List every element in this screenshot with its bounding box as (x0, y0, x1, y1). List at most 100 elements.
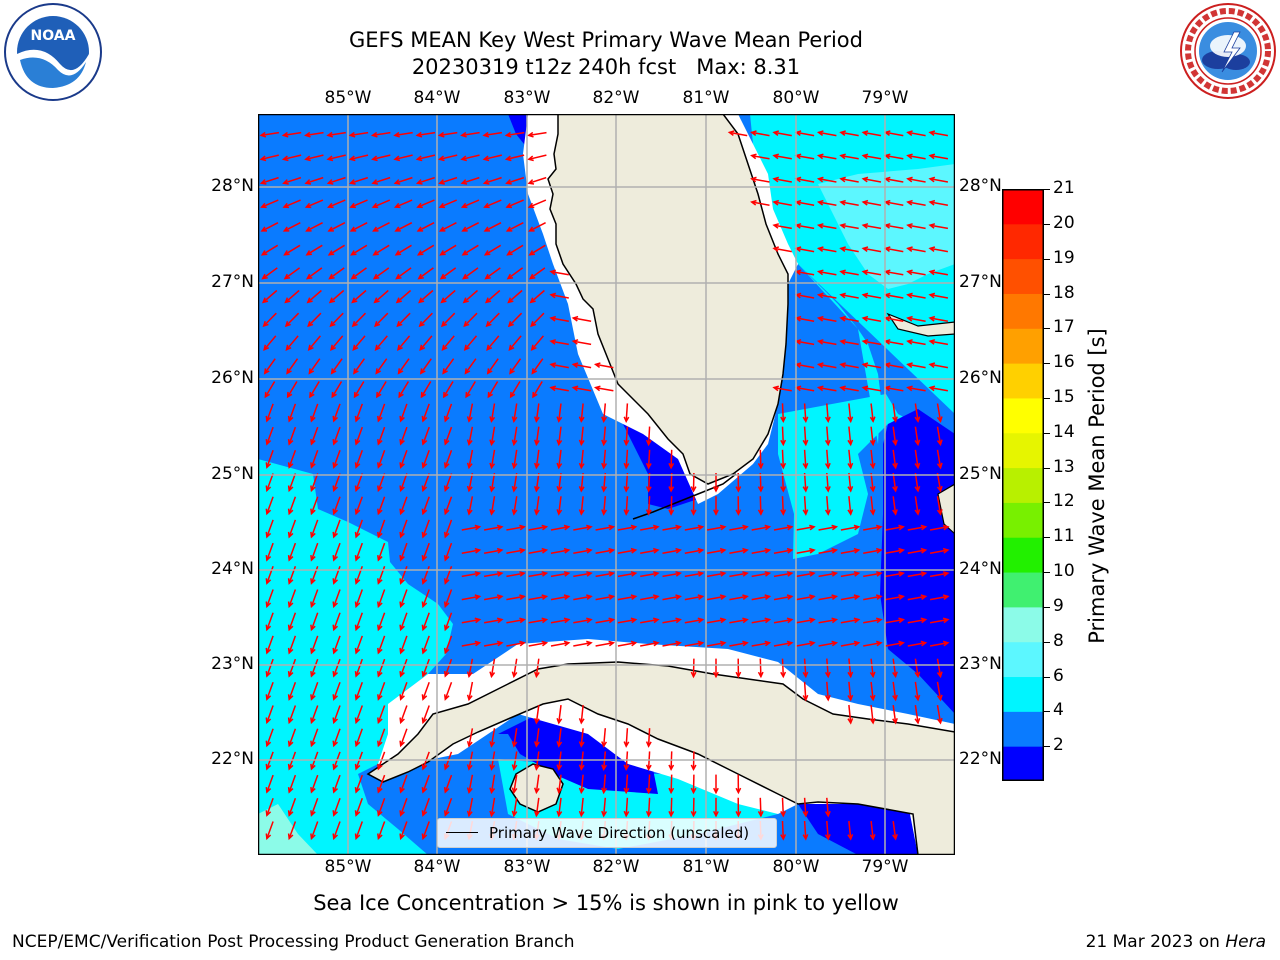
wave-arrow-shaft (355, 473, 364, 491)
wave-arrow-shaft (662, 526, 681, 531)
wave-arrow-shaft (558, 403, 562, 422)
wave-arrow-head (287, 462, 294, 469)
wave-arrow-shaft (465, 381, 476, 398)
wave-arrow-shaft (377, 798, 386, 816)
wave-arrow-head (305, 273, 313, 280)
wave-arrow-head (421, 694, 428, 701)
wave-arrow-shaft (310, 705, 319, 723)
wave-arrow-shaft (907, 340, 926, 346)
wave-arrow-shaft (773, 154, 792, 160)
wave-arrow-shaft (870, 426, 874, 445)
colorbar-band (1002, 606, 1044, 643)
wave-arrow-shaft (773, 549, 792, 554)
wave-arrow-head (504, 131, 512, 138)
wave-arrow-shaft (444, 450, 453, 468)
wave-arrow-head (261, 297, 269, 304)
wave-arrow-shaft (706, 572, 726, 578)
wave-arrow-shaft (936, 496, 942, 515)
wave-arrow-shaft (261, 176, 279, 184)
wave-arrow-shaft (263, 335, 277, 351)
wave-arrow-head (690, 486, 697, 493)
wave-arrow-head (466, 485, 473, 493)
wave-arrow-head (586, 594, 593, 600)
wave-arrow-shaft (310, 473, 319, 491)
wave-arrow-shaft (803, 403, 807, 422)
lat-label-right: 26°N (959, 368, 1002, 388)
wave-arrow-shaft (803, 658, 807, 677)
wave-arrow-shaft (729, 549, 748, 554)
wave-arrow-shaft (463, 312, 478, 327)
wave-arrow-shaft (907, 526, 926, 531)
wave-arrow-head (608, 640, 616, 647)
wave-arrow-head (511, 764, 518, 771)
wave-arrow-head (349, 179, 356, 185)
wave-arrow-head (809, 640, 816, 647)
wave-arrow-head (875, 524, 883, 531)
wave-arrow-shaft (513, 658, 518, 677)
wave-arrow-head (742, 617, 749, 624)
wave-arrow-shaft (535, 728, 540, 747)
wave-arrow-head (906, 362, 913, 368)
wave-arrow-head (484, 273, 491, 280)
wave-arrow-shaft (439, 176, 458, 184)
wave-arrow-head (875, 617, 883, 624)
wave-arrow-shaft (394, 176, 413, 184)
wave-arrow-shaft (914, 496, 919, 515)
wave-arrow-shaft (444, 774, 453, 793)
wave-arrow-shaft (863, 131, 882, 137)
wave-arrow-shaft (444, 426, 453, 445)
wave-arrow-head (853, 640, 861, 647)
wave-arrow-head (393, 155, 401, 162)
wave-arrow-head (533, 439, 540, 447)
wave-arrow-shaft (372, 199, 391, 208)
wave-arrow-head (474, 571, 482, 577)
wave-arrow-shaft (907, 642, 926, 647)
wave-arrow-head (263, 368, 270, 375)
wave-arrow-head (354, 601, 361, 609)
wave-arrow-shaft (647, 426, 651, 445)
wave-arrow-shaft (422, 798, 430, 816)
wave-arrow-head (772, 153, 780, 160)
wave-arrow-head (511, 439, 518, 447)
wave-arrow-shaft (840, 247, 859, 253)
colorbar-band (1002, 711, 1044, 747)
wave-arrow-shaft (310, 658, 319, 677)
wave-arrow-shaft (892, 704, 897, 724)
wave-arrow-shaft (422, 658, 430, 677)
wave-arrow-shaft (306, 244, 323, 256)
wave-arrow-shaft (535, 472, 540, 492)
wave-arrow-shaft (803, 797, 807, 816)
wave-arrow-head (421, 624, 428, 632)
wave-arrow-shaft (550, 549, 569, 554)
wave-arrow-head (354, 462, 361, 469)
wave-arrow-shaft (550, 526, 569, 531)
wave-arrow-head (816, 339, 824, 345)
wave-arrow-shaft (670, 496, 673, 515)
wave-arrow-shaft (422, 635, 430, 654)
wave-arrow-head (869, 694, 876, 702)
wave-arrow-shaft (558, 728, 562, 747)
wave-arrow-shaft (377, 426, 386, 445)
wave-arrow-shaft (528, 595, 547, 601)
wave-arrow-head (652, 594, 660, 600)
wave-arrow-head (442, 368, 448, 375)
wave-arrow-head (260, 226, 267, 232)
wave-arrow-head (861, 199, 869, 206)
florida-landmass (547, 114, 789, 485)
wave-arrow-shaft (535, 403, 540, 422)
wave-arrow-shaft (929, 549, 949, 554)
wave-arrow-shaft (305, 131, 324, 137)
wave-arrow-head (742, 640, 749, 647)
wave-arrow-head (853, 617, 861, 624)
wave-arrow-head (489, 671, 496, 679)
wave-arrow-head (906, 269, 913, 276)
colorbar-band (1002, 223, 1044, 260)
wave-arrow-shaft (261, 154, 279, 161)
wave-arrow-head (332, 717, 339, 725)
wave-arrow-shaft (550, 595, 569, 601)
wave-arrow-head (332, 763, 339, 771)
wave-arrow-head (928, 339, 936, 345)
wave-arrow-head (533, 485, 540, 493)
wave-arrow-shaft (773, 131, 792, 137)
wave-arrow-head (528, 273, 536, 280)
